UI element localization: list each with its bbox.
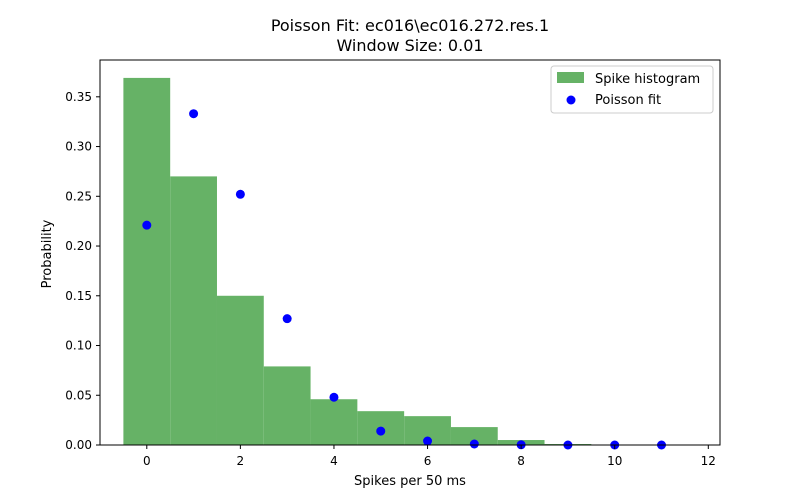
poisson-point-3	[282, 314, 292, 324]
histogram-bar-0	[123, 77, 171, 445]
x-tick-label: 4	[330, 454, 338, 468]
poisson-point-2	[235, 189, 245, 199]
x-tick-label: 12	[701, 454, 716, 468]
x-axis-label: Spikes per 50 ms	[354, 474, 466, 489]
histogram-bar-7	[450, 427, 498, 445]
histogram-bar-3	[263, 366, 311, 445]
histogram-bars	[123, 77, 592, 445]
y-tick-label: 0.10	[65, 339, 92, 353]
poisson-point-1	[189, 109, 199, 119]
y-tick-label: 0.20	[65, 239, 92, 253]
poisson-point-7	[469, 439, 479, 449]
y-tick-label: 0.35	[65, 90, 92, 104]
histogram-bar-1	[170, 176, 217, 445]
chart-subtitle: Window Size: 0.01	[336, 36, 483, 55]
legend-swatch-poisson	[566, 95, 576, 105]
x-tick-label: 8	[517, 454, 525, 468]
y-tick-label: 0.30	[65, 140, 92, 154]
chart-title: Poisson Fit: ec016\ec016.272.res.1	[271, 16, 549, 35]
y-tick-label: 0.05	[65, 388, 92, 402]
y-tick-label: 0.25	[65, 189, 92, 203]
plot-frame	[99, 59, 721, 446]
legend-swatch-histogram	[557, 72, 584, 83]
poisson-point-6	[423, 436, 433, 446]
legend-label-poisson: Poisson fit	[595, 93, 661, 108]
x-axis-ticks: 0 2 4 6 8 10 12	[143, 445, 716, 468]
poisson-point-0	[142, 220, 152, 230]
legend: Spike histogram Poisson fit	[550, 65, 714, 114]
histogram-bar-2	[216, 295, 264, 445]
histogram-bar-4	[310, 399, 358, 445]
poisson-point-4	[329, 392, 339, 402]
y-axis-label: Probability	[40, 219, 55, 288]
y-axis-ticks: 0.00 0.05 0.10 0.15 0.20 0.25 0.30 0.35	[65, 90, 100, 452]
x-tick-label: 2	[237, 454, 245, 468]
x-tick-label: 6	[424, 454, 432, 468]
y-tick-label: 0.00	[65, 438, 92, 452]
poisson-point-5	[376, 426, 386, 436]
legend-label-histogram: Spike histogram	[595, 72, 700, 87]
y-tick-label: 0.15	[65, 289, 92, 303]
x-tick-label: 0	[143, 454, 151, 468]
x-tick-label: 10	[607, 454, 622, 468]
legend-box	[550, 65, 714, 114]
